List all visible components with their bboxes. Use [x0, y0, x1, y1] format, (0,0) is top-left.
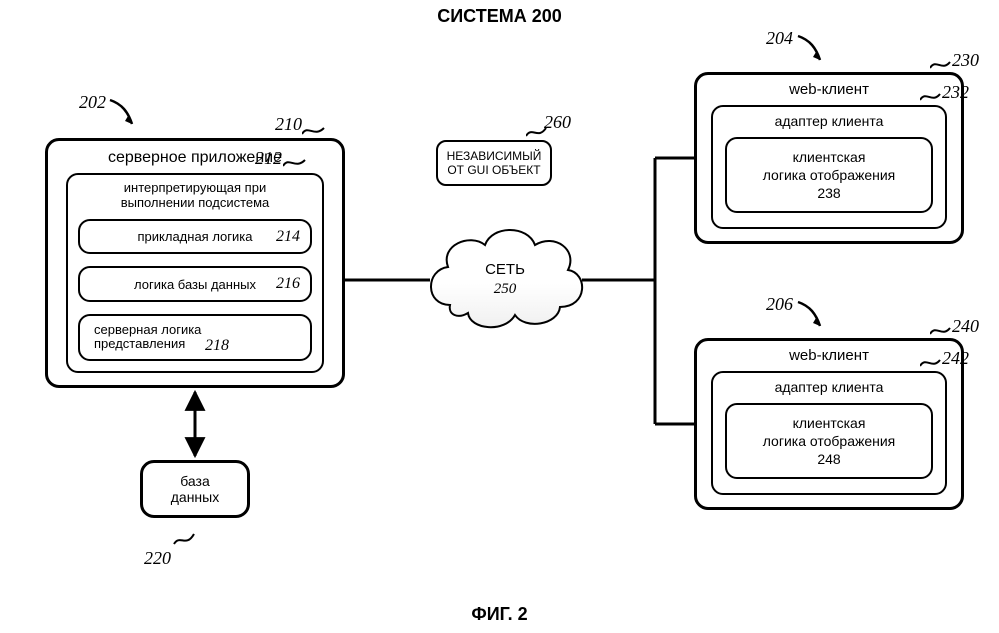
squiggle-232 [920, 90, 944, 104]
ref-214-inline: 214 [276, 228, 300, 246]
subsystem-box: интерпретирующая при выполнении подсисте… [66, 173, 324, 373]
app-logic-label: прикладная логика [138, 229, 253, 244]
ref-202: 202 [79, 92, 106, 113]
squiggle-212 [283, 156, 309, 170]
gui-object-box: НЕЗАВИСИМЫЙ ОТ GUI ОБЪЕКТ [436, 140, 552, 186]
system-title: СИСТЕМА 200 [0, 6, 999, 27]
squiggle-240 [930, 324, 954, 338]
squiggle-242 [920, 356, 944, 370]
ref-204: 204 [766, 28, 793, 49]
cloud-label: СЕТЬ [420, 261, 590, 278]
figure-label: ФИГ. 2 [0, 604, 999, 625]
squiggle-210 [302, 124, 328, 138]
squiggle-230 [930, 58, 954, 72]
ref-210: 210 [275, 114, 302, 135]
cloud-shape [420, 215, 590, 345]
ref-212: 212 [255, 148, 282, 169]
server-app-box: серверное приложение интерпретирующая пр… [45, 138, 345, 388]
present-logic-box: серверная логика представления 218 [78, 314, 312, 361]
cloud-ref: 250 [420, 281, 590, 298]
ref-220: 220 [144, 548, 171, 569]
client-a-adapter-box: адаптер клиента клиентская логика отобра… [711, 105, 947, 229]
db-logic-box: логика базы данных 216 [78, 266, 312, 301]
client-a-adapter-label: адаптер клиента [725, 113, 933, 129]
ref-242: 242 [942, 348, 969, 369]
diagram-canvas: СИСТЕМА 200 серверное приложение интерпр… [0, 0, 999, 633]
squiggle-260 [526, 124, 550, 140]
ref-216-inline: 216 [276, 275, 300, 293]
database-box: база данных [140, 460, 250, 518]
ref-240: 240 [952, 316, 979, 337]
arrow-204 [796, 34, 830, 66]
present-logic-label: серверная логика представления [94, 323, 201, 352]
app-logic-box: прикладная логика 214 [78, 219, 312, 254]
network-cloud: СЕТЬ 250 [420, 215, 590, 345]
ref-218-inline: 218 [205, 337, 229, 355]
client-b-adapter-label: адаптер клиента [725, 379, 933, 395]
client-a-logic-box: клиентская логика отображения 238 [725, 137, 933, 213]
ref-230: 230 [952, 50, 979, 71]
subsystem-label: интерпретирующая при выполнении подсисте… [78, 181, 312, 211]
db-logic-label: логика базы данных [134, 277, 256, 292]
squiggle-220 [172, 528, 198, 548]
arrow-202 [108, 98, 142, 130]
arrow-206 [796, 300, 830, 332]
ref-206: 206 [766, 294, 793, 315]
ref-232: 232 [942, 82, 969, 103]
client-b-adapter-box: адаптер клиента клиентская логика отобра… [711, 371, 947, 495]
client-b-logic-box: клиентская логика отображения 248 [725, 403, 933, 479]
